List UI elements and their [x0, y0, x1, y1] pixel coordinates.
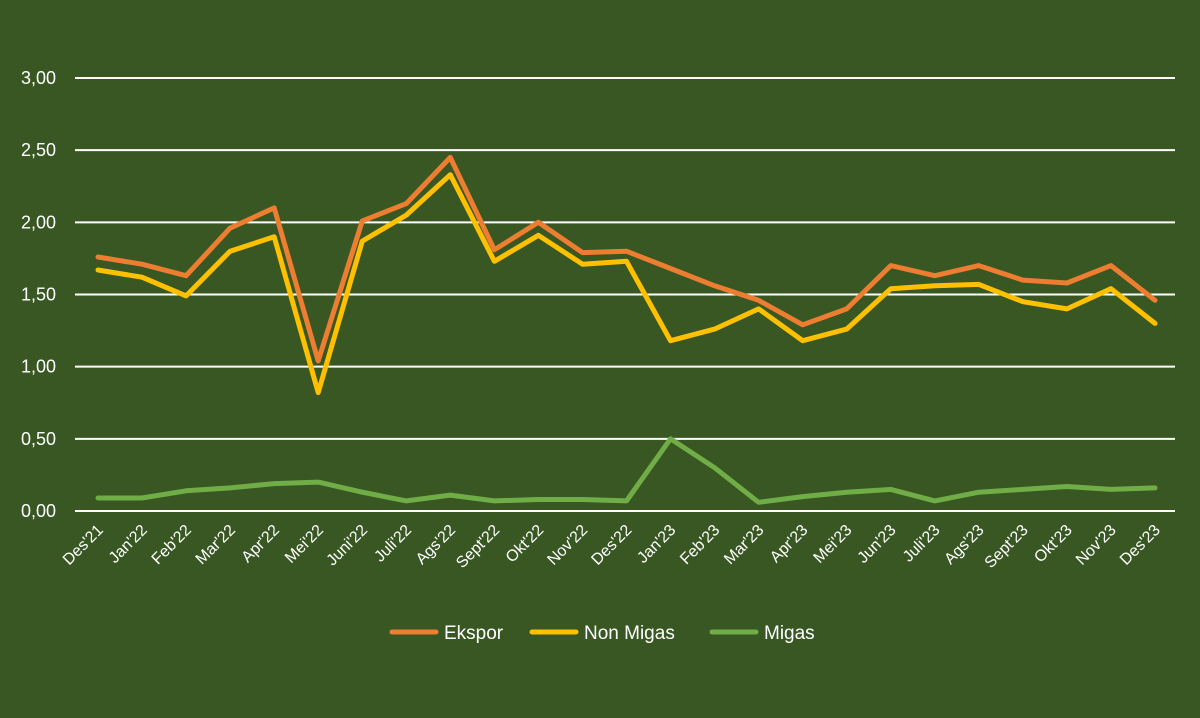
y-tick-label: 2,00 — [21, 212, 56, 232]
x-tick-label: Sept'22 — [453, 522, 503, 572]
x-tick-label: Jan'23 — [634, 522, 679, 567]
x-tick-label: Apr'22 — [239, 522, 283, 566]
x-tick-label: Feb'22 — [149, 522, 195, 568]
y-tick-label: 0,50 — [21, 429, 56, 449]
x-tick-label: Mei'22 — [282, 522, 327, 567]
y-tick-label: 0,00 — [21, 501, 56, 521]
y-tick-label: 2,50 — [21, 140, 56, 160]
x-tick-label: Mar'22 — [193, 522, 239, 568]
x-tick-label: Ags'22 — [413, 522, 459, 568]
y-axis-ticks: 0,00 0,50 1,00 1,50 2,00 2,50 3,00 — [21, 68, 56, 521]
x-tick-label: Okt'22 — [503, 522, 547, 566]
x-tick-label: Mei'23 — [811, 522, 856, 567]
series-line-ekspor — [95, 154, 1158, 364]
x-tick-label: Feb'23 — [677, 522, 723, 568]
legend-label: Non Migas — [584, 623, 675, 644]
legend-label: Ekspor — [444, 623, 504, 644]
x-tick-label: Ags'23 — [941, 522, 987, 568]
gridlines — [75, 77, 1175, 512]
x-tick-label: Jun'23 — [855, 522, 900, 567]
x-tick-label: Mar'23 — [721, 522, 767, 568]
y-tick-label: 1,50 — [21, 285, 56, 305]
x-tick-label: Apr'23 — [767, 522, 811, 566]
series-line-migas — [95, 436, 1158, 505]
x-tick-label: Okt'23 — [1031, 522, 1075, 566]
legend: Ekspor Non Migas Migas — [389, 623, 815, 644]
x-tick-label: Jan'22 — [106, 522, 151, 567]
x-tick-label: Juli'22 — [371, 522, 415, 566]
x-tick-label: Juni'22 — [324, 522, 372, 570]
x-tick-label: Sept'23 — [982, 522, 1032, 572]
x-tick-label: Nov'23 — [1073, 522, 1120, 569]
y-tick-label: 3,00 — [21, 68, 56, 88]
series-line-non-migas — [95, 172, 1158, 396]
legend-label: Migas — [764, 623, 815, 644]
series-lines — [95, 154, 1158, 505]
x-tick-label: Nov'22 — [544, 522, 591, 569]
y-tick-label: 1,00 — [21, 357, 56, 377]
x-tick-label: Juli'23 — [900, 522, 944, 566]
x-tick-label: Des'21 — [60, 522, 107, 569]
x-tick-label: Des'22 — [588, 522, 635, 569]
x-tick-label: Des'23 — [1117, 522, 1164, 569]
